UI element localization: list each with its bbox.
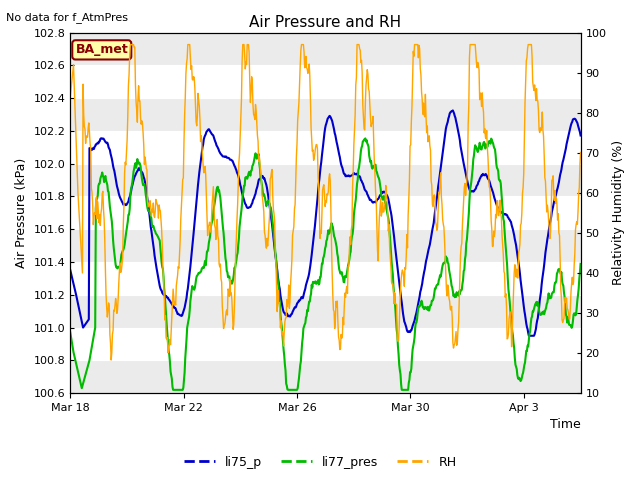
Bar: [70, 262, 580, 295]
Bar: [70, 65, 580, 98]
Title: Air Pressure and RH: Air Pressure and RH: [250, 15, 401, 30]
Text: BA_met: BA_met: [76, 43, 128, 56]
Bar: [70, 98, 580, 131]
Bar: [70, 360, 580, 393]
Bar: [70, 229, 580, 262]
Bar: [70, 164, 580, 196]
Y-axis label: Relativity Humidity (%): Relativity Humidity (%): [612, 140, 625, 286]
Text: No data for f_AtmPres: No data for f_AtmPres: [6, 12, 129, 23]
Y-axis label: Air Pressure (kPa): Air Pressure (kPa): [15, 158, 28, 268]
X-axis label: Time: Time: [550, 419, 580, 432]
Bar: [70, 327, 580, 360]
Bar: [70, 295, 580, 327]
Bar: [70, 196, 580, 229]
Bar: [70, 33, 580, 65]
Bar: [70, 131, 580, 164]
Legend: li75_p, li77_pres, RH: li75_p, li77_pres, RH: [179, 451, 461, 474]
